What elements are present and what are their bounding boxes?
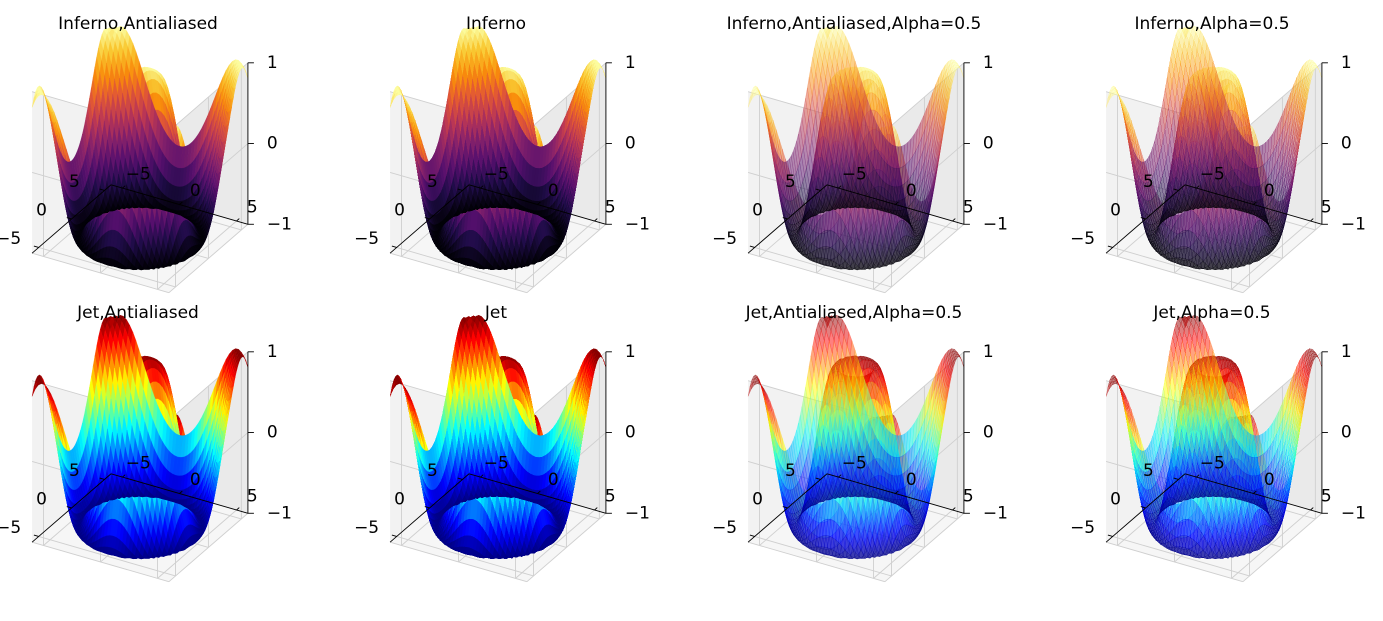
subplot-3: −505 −505−101Inferno,Antialiased,Alpha=0.… [712, 14, 1008, 294]
y-tick-label: −5 [126, 164, 151, 184]
y-tick-label: 0 [548, 181, 559, 201]
y-tick-label: 0 [190, 181, 201, 201]
z-tick-label: 1 [625, 53, 636, 73]
z-tick-label: 0 [267, 134, 278, 154]
z-tick-label: −1 [625, 214, 650, 234]
x-tick-label: −5 [354, 229, 379, 249]
x-tick-label: 5 [69, 172, 80, 192]
x-tick-label: 5 [427, 172, 438, 192]
subplot-title: Inferno [466, 14, 526, 34]
z-tick-label: 0 [625, 134, 636, 154]
x-tick-label: 0 [394, 200, 405, 220]
y-tick-label: −5 [484, 164, 509, 184]
x-tick-label: 0 [36, 200, 47, 220]
surface [31, 25, 249, 271]
z-tick-label: −1 [267, 214, 292, 234]
surface-patch [31, 93, 38, 108]
subplot-1: −5 0 5 −5 0 5 −1 0 1 Inferno,Antialiased [0, 14, 292, 294]
y-tick-label: 5 [247, 197, 258, 217]
z-tick-label: 1 [267, 53, 278, 73]
x-tick-label: −5 [0, 229, 21, 249]
subplot-title: Inferno,Antialiased [58, 14, 218, 34]
subplot-2: −5 0 5 −5 0 5 −1 0 1 Inferno [354, 14, 650, 294]
y-tick-label: 5 [605, 197, 616, 217]
